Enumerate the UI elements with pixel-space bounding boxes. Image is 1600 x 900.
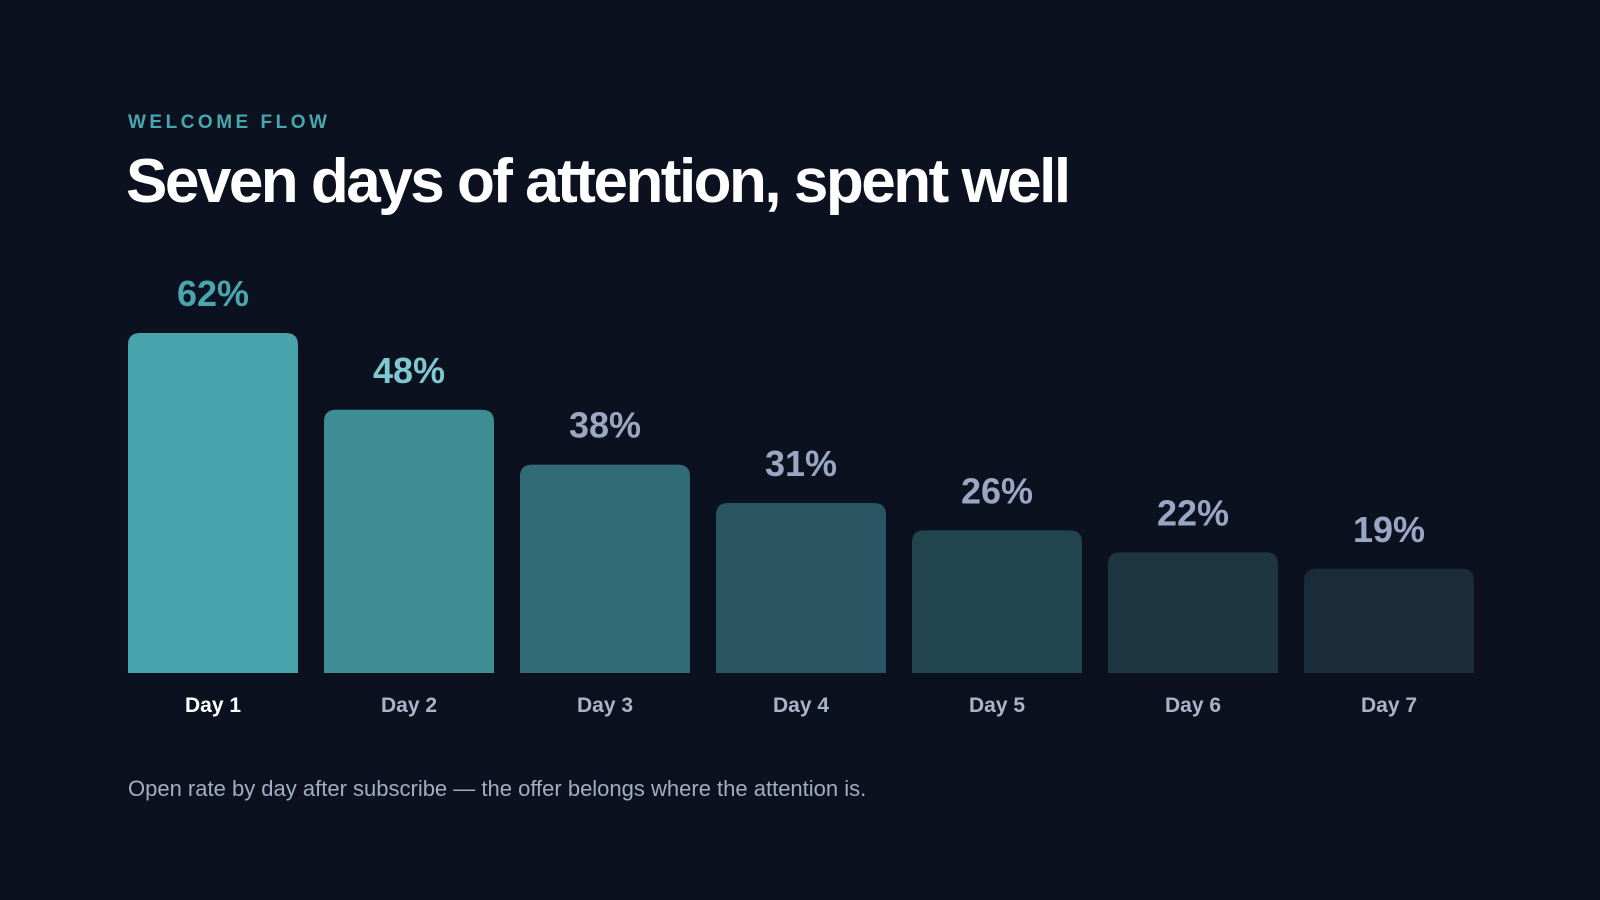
bar-day-6 [1108, 552, 1278, 673]
category-label: Day 4 [773, 694, 829, 717]
bar-day-7 [1304, 568, 1474, 673]
value-label: 38% [569, 405, 641, 446]
bar-day-4 [716, 503, 886, 673]
chart-title: Seven days of attention, spent well [126, 147, 1071, 216]
bar-day-5 [912, 530, 1082, 673]
chart-caption: Open rate by day after subscribe — the o… [128, 776, 867, 801]
value-label: 31% [765, 443, 837, 484]
category-label: Day 1 [185, 694, 241, 717]
value-label: 48% [373, 350, 445, 391]
value-label: 19% [1353, 509, 1425, 550]
value-label: 22% [1157, 492, 1229, 533]
category-label: Day 2 [381, 694, 437, 717]
category-label: Day 7 [1361, 694, 1417, 717]
category-label: Day 6 [1165, 694, 1221, 717]
category-label: Day 5 [969, 694, 1025, 717]
bar-day-3 [520, 464, 690, 673]
bar-day-1 [128, 333, 298, 673]
value-label: 62% [177, 273, 249, 314]
bar-day-2 [324, 409, 494, 673]
eyebrow-label: WELCOME FLOW [128, 112, 331, 133]
category-label: Day 3 [577, 694, 633, 717]
value-label: 26% [961, 470, 1033, 511]
